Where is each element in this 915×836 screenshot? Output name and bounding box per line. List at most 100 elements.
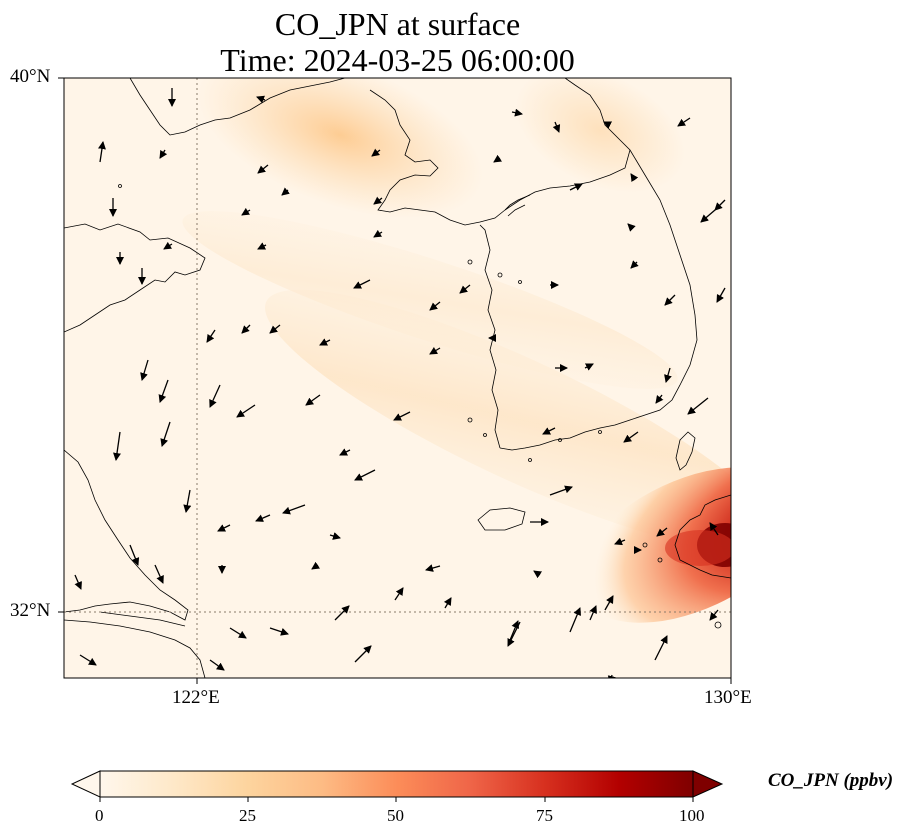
wind-arrow (354, 645, 372, 663)
colorbar-tick-75: 75 (536, 806, 553, 825)
wind-arrow (79, 654, 97, 666)
colorbar-extend-high (692, 770, 724, 798)
wind-arrow (542, 427, 556, 435)
wind-arrow (113, 431, 121, 461)
coastlines (64, 78, 731, 678)
wind-arrow (569, 183, 583, 191)
wind-arrow (354, 469, 376, 481)
wind-arrow (158, 379, 169, 403)
wind-arrow (507, 620, 519, 646)
wind-arrow (687, 397, 709, 415)
wind-arrow (664, 294, 676, 306)
wind-arrow (255, 514, 271, 522)
wind-arrow (217, 524, 231, 532)
wind-arrow (140, 359, 149, 381)
wind-arrow (459, 284, 471, 294)
wind-arrow (552, 121, 561, 133)
map-frame (63, 77, 732, 679)
map-subtitle-time: Time: 2024-03-25 06:00:00 (220, 42, 575, 78)
wind-arrow (373, 196, 383, 205)
wind-arrow (664, 367, 672, 383)
lat-label-40n: 40°N (10, 66, 51, 87)
wind-arrow (183, 489, 192, 513)
graticule (64, 78, 731, 678)
wind-arrow (74, 574, 82, 590)
wind-arrow (257, 164, 269, 174)
colorbar-tick-100: 100 (679, 806, 705, 825)
wind-arrow (549, 485, 573, 496)
wind-arrow (229, 627, 247, 639)
wind-arrow (241, 324, 251, 334)
wind-arrow (623, 431, 639, 443)
colorbar-tick-0: 0 (95, 806, 104, 825)
wind-arrow (129, 544, 140, 566)
wind-arrow (373, 229, 383, 238)
wind-arrow (714, 199, 726, 211)
wind-arrow (443, 597, 452, 609)
wind-arrow (257, 242, 267, 250)
wind-arrow (311, 561, 321, 570)
wind-arrow (154, 564, 164, 584)
colorbar-gradient (99, 770, 694, 798)
wind-arrow (160, 421, 171, 447)
colorbar-tick-50: 50 (387, 806, 404, 825)
lat-label-32n: 32°N (10, 600, 51, 621)
wind-arrow (533, 570, 543, 579)
lon-label-122e: 122°E (172, 687, 220, 708)
wind-arrow (630, 260, 639, 269)
wind-arrow (209, 384, 221, 408)
concentration-field (64, 78, 731, 678)
wind-arrow (656, 527, 668, 537)
wind-arrow (603, 121, 613, 129)
wind-arrow (394, 587, 404, 601)
colorbar-tick-25: 25 (239, 806, 256, 825)
wind-arrow (371, 148, 381, 157)
wind-arrow (269, 324, 281, 334)
wind-arrow (627, 223, 636, 232)
wind-arrow (493, 154, 503, 163)
lon-label-130e: 130°E (704, 687, 752, 708)
wind-arrow (654, 635, 668, 661)
wind-arrow (98, 141, 106, 163)
wind-arrow (589, 605, 597, 621)
wind-arrow (630, 173, 639, 183)
wind-arrow (206, 329, 216, 343)
colorbar-label: CO_JPN (ppbv) (768, 770, 894, 791)
wind-arrow (429, 301, 441, 311)
wind-arrow (614, 537, 626, 546)
wind-arrow (429, 346, 441, 355)
wind-arrow (163, 241, 173, 250)
wind-arrow (709, 522, 719, 536)
wind-arrow (607, 674, 616, 678)
wind-arrow (569, 607, 581, 633)
wind-arrow (700, 209, 716, 223)
wind-arrow (319, 338, 331, 346)
wind-arrow (236, 404, 256, 418)
wind-arrow (584, 363, 594, 371)
wind-arrow (209, 659, 225, 671)
wind-arrow (256, 95, 266, 104)
wind-arrow (282, 504, 306, 515)
wind-arrow (334, 605, 350, 621)
wind-vectors (74, 88, 726, 678)
wind-arrow (677, 117, 691, 127)
wind-arrow (329, 532, 341, 540)
wind-arrow (655, 394, 664, 404)
wind-arrow (241, 207, 251, 216)
wind-arrow (339, 448, 351, 456)
wind-arrow (353, 279, 371, 289)
wind-arrow (269, 627, 289, 636)
wind-arrow (281, 187, 290, 196)
wind-arrow (716, 287, 726, 303)
axis-ticks (58, 77, 732, 684)
wind-arrow (305, 394, 321, 406)
colorbar-extend-low (70, 770, 101, 798)
wind-arrow (425, 564, 441, 572)
wind-arrow (709, 609, 719, 621)
wind-arrow (159, 149, 168, 159)
map-title: CO_JPN at surface (274, 6, 521, 42)
wind-arrow (393, 411, 411, 421)
wind-arrow (511, 108, 523, 117)
